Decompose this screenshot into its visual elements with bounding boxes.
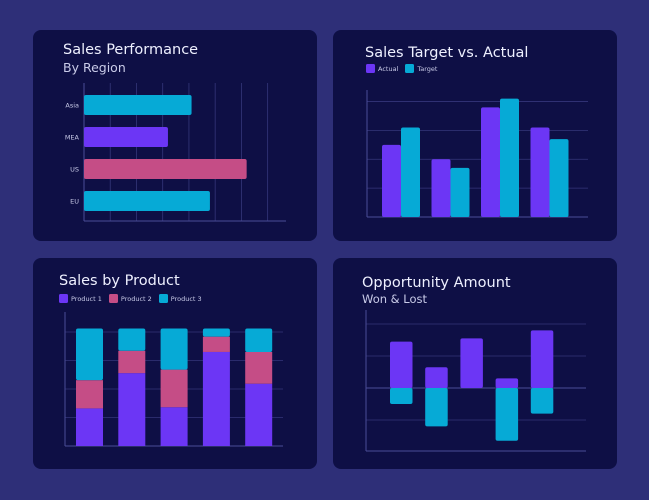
chart-subtitle: By Region (63, 60, 126, 75)
bar-segment-product-3 (245, 328, 273, 352)
bar-segment-product-1 (245, 383, 273, 446)
bar-target (450, 167, 470, 217)
legend-swatch (405, 64, 415, 73)
bar-actual (530, 127, 550, 217)
chart-subtitle: Won & Lost (362, 292, 428, 306)
chart-title: Opportunity Amount (362, 275, 511, 291)
chart-title: Sales Target vs. Actual (365, 45, 529, 61)
category-label: EU (70, 198, 79, 206)
bar-lost (530, 388, 554, 414)
chart-title: Sales by Product (59, 273, 180, 289)
bar-segment-product-3 (202, 328, 230, 337)
bar-lost (425, 388, 448, 427)
sales-by-product-chart (64, 312, 283, 447)
bar-won (390, 341, 413, 388)
sales-by-product-card: Sales by Product Product 1 Product 2 Pro… (33, 258, 317, 469)
legend-label: Product 1 (71, 294, 102, 303)
sales-target-card: Sales Target vs. Actual Actual Target (333, 30, 617, 241)
bar (84, 191, 210, 211)
category-label: MEA (65, 134, 80, 142)
bar-segment-product-3 (118, 328, 146, 351)
opportunity-amount-card: Opportunity Amount Won & Lost (333, 258, 617, 469)
bar-segment-product-1 (118, 373, 146, 446)
bar-target (500, 98, 519, 217)
category-label: US (70, 166, 79, 174)
bar-segment-product-1 (202, 351, 230, 446)
legend-swatch (158, 294, 168, 303)
bar-segment-product-1 (160, 407, 188, 446)
legend-item-actual: Actual (366, 64, 398, 73)
bar-actual (382, 144, 401, 217)
legend-swatch (108, 294, 118, 303)
bar-won (460, 338, 483, 388)
bar-segment-product-2 (245, 351, 273, 384)
legend-swatch (59, 294, 68, 303)
legend-item-product-3: Product 3 (158, 294, 202, 303)
bar-segment-product-1 (76, 408, 103, 446)
bar-segment-product-3 (160, 328, 188, 370)
sales-target-chart (366, 90, 588, 218)
sales-performance-card: Sales Performance By Region Asia MEA US EU (33, 30, 317, 241)
chart-legend: Product 1 Product 2 Product 3 (59, 294, 205, 303)
bar-segment-product-3 (76, 328, 103, 381)
bar-won (495, 378, 519, 388)
chart-legend: Actual Target (366, 64, 440, 73)
category-label: Asia (65, 102, 79, 110)
legend-label: Actual (378, 64, 399, 73)
legend-item-product-1: Product 1 (59, 294, 102, 303)
legend-item-target: Target (405, 64, 437, 73)
sales-performance-chart: Asia MEA US EU (65, 83, 286, 222)
bar-lost (495, 388, 519, 441)
bar-actual (431, 159, 451, 217)
chart-title: Sales Performance (63, 42, 199, 58)
bar-won (425, 367, 448, 388)
bar-lost (390, 388, 413, 404)
bar-target (401, 127, 420, 217)
legend-label: Product 2 (120, 294, 152, 303)
legend-swatch (366, 64, 375, 73)
opportunity-amount-chart (365, 310, 586, 452)
legend-label: Product 3 (170, 294, 202, 303)
bar-segment-product-2 (76, 380, 103, 409)
bar-actual (481, 107, 500, 217)
legend-label: Target (417, 64, 438, 73)
bar (84, 95, 192, 115)
bar-segment-product-2 (160, 369, 188, 408)
bar (84, 159, 247, 179)
legend-item-product-2: Product 2 (108, 294, 152, 303)
bar (84, 127, 168, 147)
bar-segment-product-2 (118, 350, 146, 374)
bar-segment-product-2 (202, 336, 230, 352)
bar-target (549, 139, 569, 217)
bar-won (530, 330, 554, 388)
